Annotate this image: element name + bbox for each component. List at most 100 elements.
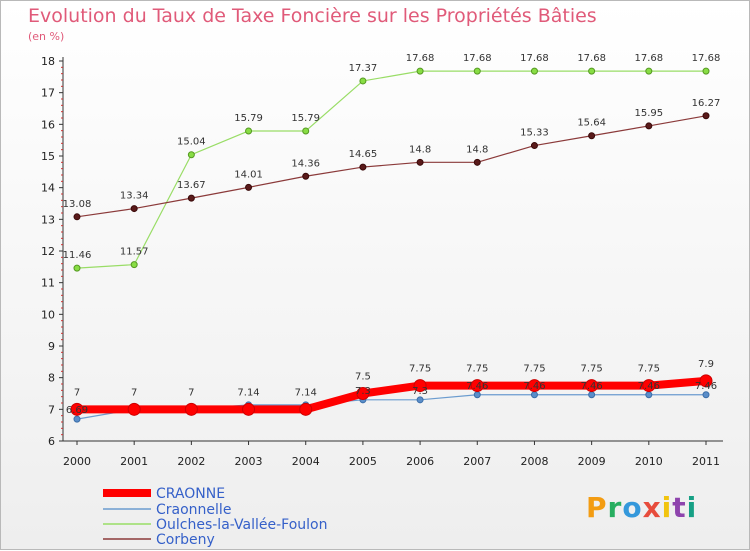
data-label-corbeny: 15.64 (577, 118, 606, 129)
data-point-corbeny (73, 213, 81, 221)
logo-letter: i (661, 491, 673, 524)
data-label-oulches-la-vall-e-foulon: 11.57 (120, 247, 149, 258)
legend-label-craonnelle: Craonnelle (156, 502, 231, 518)
chart-subtitle: (en %) (28, 30, 65, 43)
y-tick-label: 9 (48, 340, 55, 353)
data-point-craonnelle (645, 391, 653, 399)
series-line-oulches-la-vall-e-foulon (76, 70, 706, 269)
data-point-craonnelle (473, 391, 481, 399)
x-tick-label: 2011 (692, 455, 720, 468)
y-tick-label: 17 (41, 87, 55, 100)
y-tick-label: 10 (41, 308, 55, 321)
data-label-oulches-la-vall-e-foulon: 17.68 (634, 53, 663, 64)
data-label-craonnelle: 6.69 (66, 405, 88, 416)
data-point-craonne (642, 379, 656, 393)
data-labels-layer: 11.46 11.57 15.04 15.79 15.79 17.37 17.68 17.68… (63, 53, 721, 416)
data-label-corbeny: 14.01 (234, 169, 263, 180)
data-point-craonnelle (588, 391, 596, 399)
data-point-oulches-la-vall-e-foulon (130, 261, 138, 269)
x-tick-label: 2002 (177, 455, 205, 468)
logo-letter: o (622, 491, 643, 524)
y-tick-label: 12 (41, 245, 55, 258)
data-point-oulches-la-vall-e-foulon (187, 151, 195, 159)
x-tick-label: 2004 (292, 455, 320, 468)
data-label-corbeny: 13.34 (120, 191, 149, 202)
data-point-craonnelle (416, 396, 424, 404)
y-tick-label: 8 (48, 372, 55, 385)
data-label-corbeny: 14.65 (349, 149, 378, 160)
data-label-corbeny: 16.27 (692, 98, 721, 109)
chart-title: Evolution du Taux de Taxe Foncière sur l… (28, 5, 597, 27)
series-line-corbeny (76, 115, 707, 218)
data-label-oulches-la-vall-e-foulon: 17.68 (520, 53, 549, 64)
data-label-craonne: 7.75 (409, 364, 431, 375)
logo-letter: x (642, 491, 662, 524)
data-label-craonnelle: 7.3 (412, 386, 428, 397)
data-point-craonne (242, 402, 256, 416)
data-label-craonne: 7.75 (523, 364, 545, 375)
legend-label-oulches-la-vall-e-foulon: Oulches-la-Vallée-Foulon (156, 517, 327, 533)
legend: CRAONNECraonnelleOulches-la-Vallée-Foulo… (103, 486, 327, 548)
data-point-craonne (585, 379, 599, 393)
data-point-oulches-la-vall-e-foulon (245, 127, 253, 135)
data-point-corbeny (302, 172, 310, 180)
data-point-oulches-la-vall-e-foulon (702, 67, 710, 75)
y-tick-label: 11 (41, 277, 55, 290)
x-tick-label: 2010 (635, 455, 663, 468)
data-label-craonne: 7 (188, 387, 194, 398)
x-tick-label: 2007 (463, 455, 491, 468)
y-tick-label: 6 (48, 435, 55, 448)
data-label-oulches-la-vall-e-foulon: 11.46 (63, 250, 92, 261)
data-point-oulches-la-vall-e-foulon (645, 67, 653, 75)
y-tick-label: 14 (41, 182, 55, 195)
data-point-corbeny (130, 205, 138, 213)
data-label-oulches-la-vall-e-foulon: 17.37 (349, 63, 378, 74)
data-label-oulches-la-vall-e-foulon: 17.68 (463, 53, 492, 64)
data-label-craonnelle: 7.46 (581, 381, 603, 392)
data-point-corbeny (645, 122, 653, 130)
data-point-craonne (699, 374, 713, 388)
data-label-craonnelle: 7.46 (638, 381, 660, 392)
data-point-corbeny (588, 132, 596, 140)
data-point-craonne (184, 402, 198, 416)
series-layer (70, 67, 713, 423)
data-label-corbeny: 14.8 (409, 144, 431, 155)
chart-axes: 6 7 8 9 10 11 12 13 14 15 16 17 18 2000 2001 2002 2003 20… (41, 55, 723, 468)
proxiti-logo: Proxiti (586, 491, 697, 524)
x-tick-label: 2001 (120, 455, 148, 468)
y-tick-label: 16 (41, 118, 55, 131)
data-point-craonne (356, 387, 370, 400)
data-label-craonne: 7.75 (638, 364, 660, 375)
data-label-oulches-la-vall-e-foulon: 17.68 (692, 53, 721, 64)
data-point-corbeny (187, 194, 195, 202)
y-tick-label: 18 (41, 55, 55, 68)
logo-letter: i (686, 491, 698, 524)
data-label-oulches-la-vall-e-foulon: 17.68 (406, 53, 435, 64)
data-label-craonne: 7.75 (466, 364, 488, 375)
data-label-craonne: 7 (74, 387, 80, 398)
data-point-craonne (527, 379, 541, 393)
logo-letter: P (586, 491, 608, 524)
data-point-oulches-la-vall-e-foulon (359, 77, 367, 85)
legend-label-corbeny: Corbeny (156, 532, 215, 548)
data-point-craonnelle (702, 391, 710, 399)
data-point-craonne (470, 379, 484, 393)
data-label-oulches-la-vall-e-foulon: 15.79 (291, 113, 320, 124)
y-tick-label: 13 (41, 213, 55, 226)
data-label-corbeny: 14.36 (291, 158, 320, 169)
data-point-corbeny (702, 112, 710, 120)
data-point-oulches-la-vall-e-foulon (530, 67, 538, 75)
y-tick-label: 7 (48, 403, 55, 416)
data-label-oulches-la-vall-e-foulon: 15.04 (177, 137, 206, 148)
data-point-corbeny (473, 158, 481, 166)
data-point-oulches-la-vall-e-foulon (416, 67, 424, 75)
data-point-craonne (299, 402, 313, 416)
logo-letter: t (672, 491, 687, 524)
data-point-corbeny (530, 142, 538, 150)
legend-label-craonne: CRAONNE (156, 486, 225, 502)
data-label-corbeny: 15.95 (634, 108, 663, 119)
data-label-craonne: 7.9 (698, 359, 714, 370)
data-label-corbeny: 13.08 (63, 199, 92, 210)
